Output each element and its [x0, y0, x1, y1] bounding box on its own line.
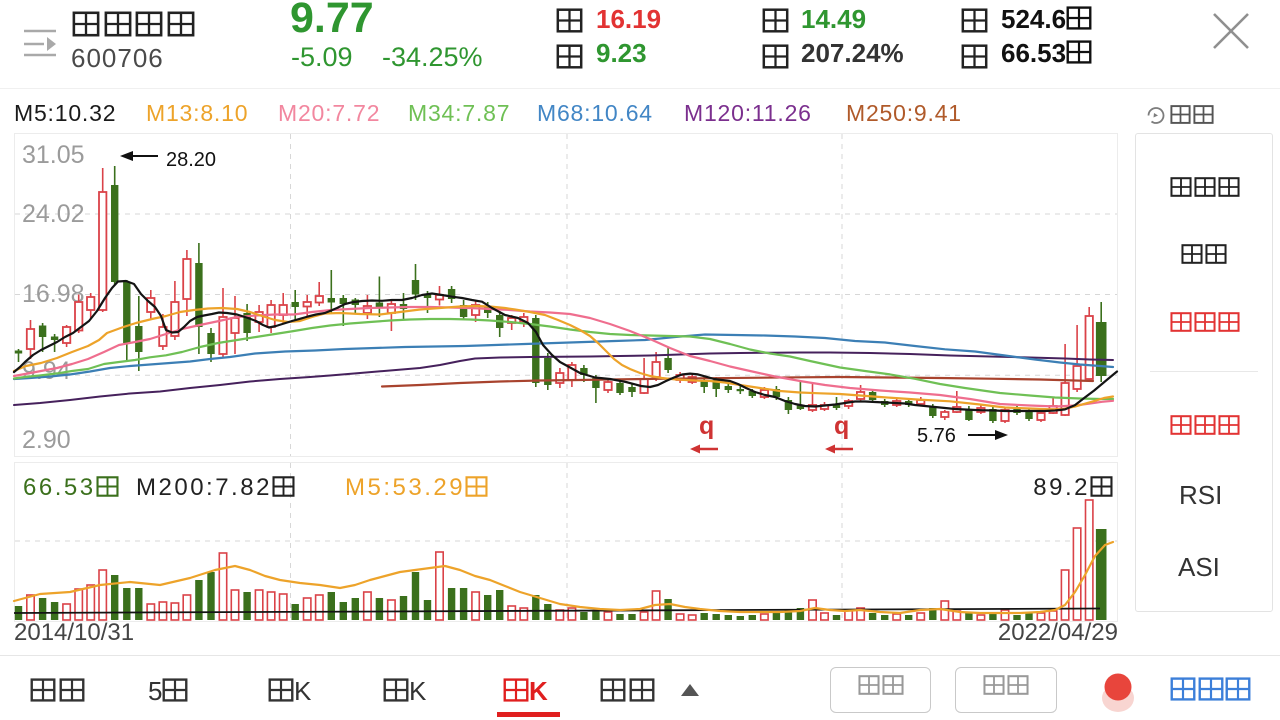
svg-text:q: q: [834, 412, 849, 440]
svg-text:q: q: [699, 412, 714, 440]
svg-text:31.05: 31.05: [22, 141, 85, 169]
svg-text:2.90: 2.90: [22, 426, 71, 454]
svg-text:28.20: 28.20: [166, 149, 216, 171]
svg-text:5.76: 5.76: [917, 425, 956, 447]
svg-text:24.02: 24.02: [22, 200, 85, 228]
